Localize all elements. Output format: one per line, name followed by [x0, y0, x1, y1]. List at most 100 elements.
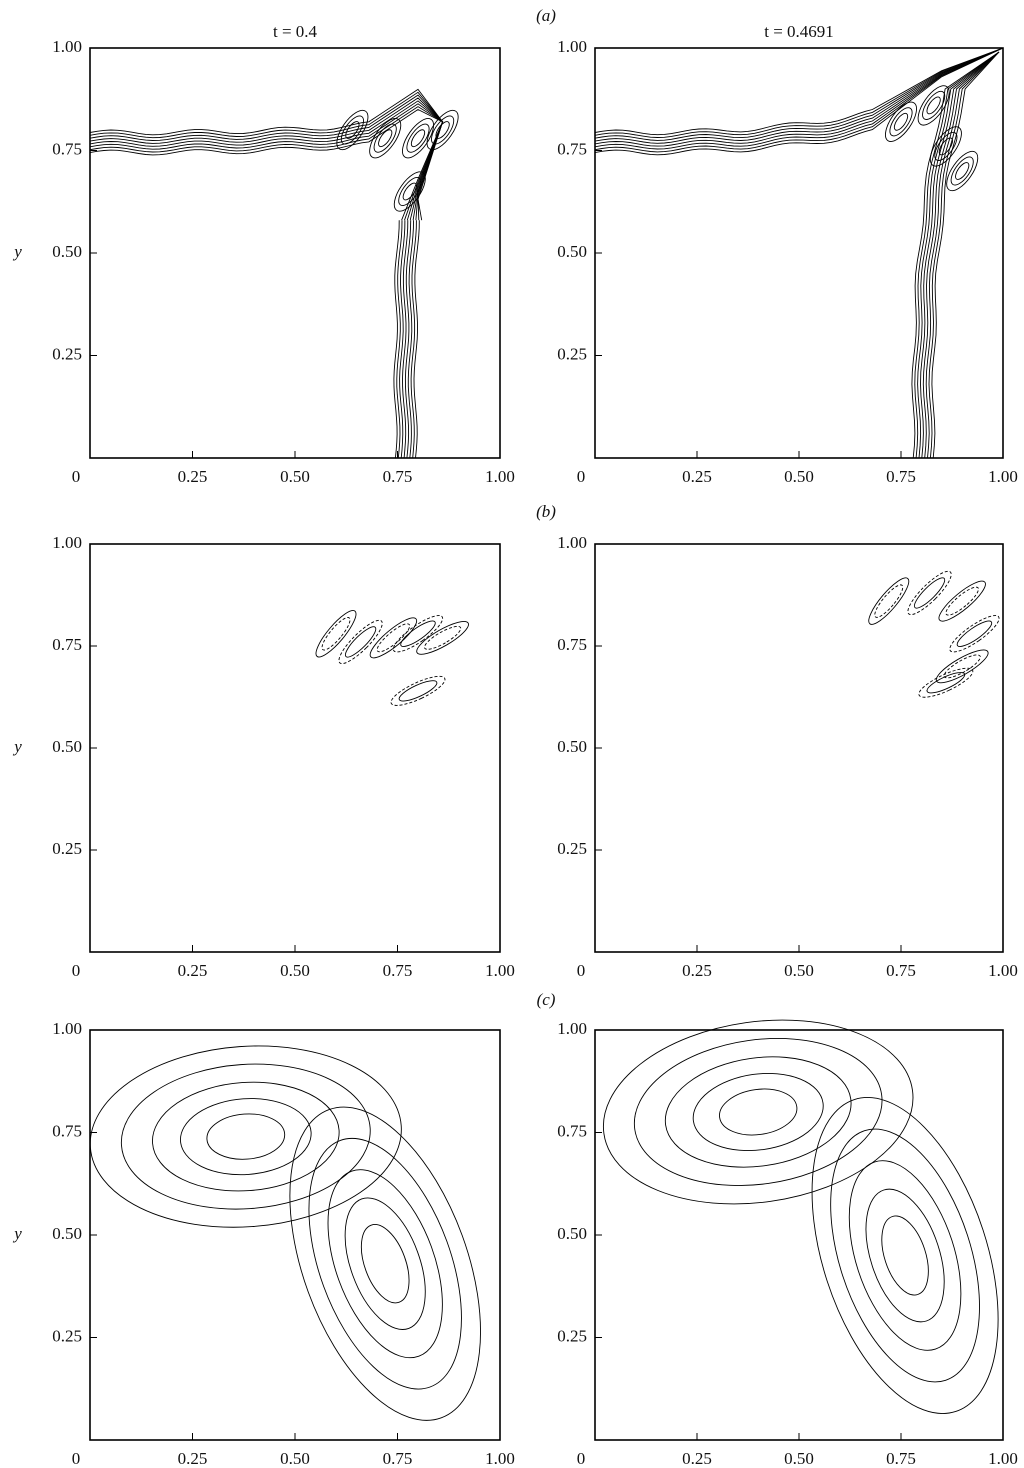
x-tick-label: 0 [577, 467, 586, 486]
y-tick-label: 0.50 [52, 242, 82, 261]
contour-line [945, 586, 979, 616]
contour-line [400, 620, 436, 647]
y-tick-label: 0.50 [52, 1224, 82, 1243]
y-tick-label: 0.75 [52, 139, 82, 158]
x-tick-label: 0.50 [784, 1449, 814, 1468]
contour-line [89, 88, 444, 221]
contour-line [410, 220, 417, 459]
contour-line [929, 126, 962, 167]
contour-line [594, 47, 1004, 138]
contour-line [338, 619, 383, 665]
contour-line [594, 47, 1004, 156]
contour-line [369, 118, 402, 159]
panel: 0 0.25 0.50 0.75 1.00 0.25 0.50 0.75 1.00 t = 0.4… [12, 22, 515, 486]
x-tick-label: 0 [72, 467, 81, 486]
contour-line [594, 47, 1004, 150]
y-tick-label: 0.50 [557, 737, 587, 756]
contour-line [594, 47, 1004, 144]
contours [89, 1045, 481, 1421]
contour-line [956, 620, 993, 647]
plot-frame [89, 1029, 501, 1441]
contour-line [378, 129, 393, 148]
y-tick-label: 0.25 [557, 1326, 587, 1345]
contour-line [315, 610, 357, 658]
contour-line [868, 577, 910, 625]
contour-line [830, 1128, 980, 1383]
contour-line [881, 1215, 929, 1296]
contour-line [406, 123, 430, 153]
contour-line [321, 617, 351, 651]
contour-line [369, 617, 418, 659]
x-tick-label: 0.75 [886, 467, 916, 486]
contour-line [602, 1019, 914, 1205]
y-tick-label: 0.25 [52, 344, 82, 363]
panel: 0 0.25 0.50 0.75 1.00 0.25 0.50 0.75 1.00 [557, 1019, 1018, 1468]
contours [602, 1019, 999, 1414]
panel-label: (b) [536, 502, 556, 521]
contour-line [946, 150, 979, 192]
contour-line [431, 115, 455, 145]
contour-line [950, 156, 974, 186]
contour-line [955, 162, 970, 180]
y-tick-label: 0.25 [557, 344, 587, 363]
y-tick-label: 0.50 [557, 242, 587, 261]
x-tick-label: 0.75 [886, 961, 916, 980]
contour-line [416, 621, 469, 655]
x-tick-label: 0.75 [383, 1449, 413, 1468]
panel: 0 0.25 0.50 0.75 1.00 0.25 0.50 0.75 1.00 y [12, 1019, 515, 1468]
contour-line [917, 85, 950, 126]
contour-line [594, 47, 1004, 153]
y-tick-label: 1.00 [52, 533, 82, 552]
contour-line [289, 1106, 481, 1421]
contour-line [89, 100, 444, 221]
contour-line [402, 182, 417, 201]
contour-line [398, 680, 438, 702]
contour-line [938, 137, 953, 156]
x-tick-label: 1.00 [485, 1449, 515, 1468]
panel: 0 0.25 0.50 0.75 1.00 0.25 0.50 0.75 1.00 y [12, 533, 515, 980]
contour-line [911, 51, 1000, 459]
contour-line [413, 220, 420, 459]
contour-line [925, 51, 1000, 459]
contour-line [907, 570, 952, 616]
contour-line [594, 47, 1004, 147]
contour-line [692, 1072, 824, 1152]
x-tick-label: 0.50 [280, 467, 310, 486]
x-tick-label: 0.25 [178, 961, 208, 980]
y-tick-label: 0.25 [52, 839, 82, 858]
contour-line [308, 1137, 462, 1390]
y-tick-label: 0.25 [52, 1326, 82, 1345]
x-tick-label: 0.25 [178, 467, 208, 486]
plot-frame [89, 543, 501, 953]
contour-line [410, 129, 426, 148]
contour-line [922, 51, 1000, 459]
contours [868, 570, 1000, 698]
contour-line [407, 220, 414, 459]
x-tick-label: 0.25 [682, 961, 712, 980]
panel-label: (c) [537, 990, 556, 1009]
contour-line [931, 51, 1000, 459]
y-tick-label: 0.75 [557, 1121, 587, 1140]
panel-title: t = 0.4 [273, 22, 318, 41]
contour-line [934, 131, 958, 161]
contour-line [390, 675, 446, 706]
contour-line [398, 176, 422, 207]
contour-line [336, 109, 369, 151]
x-tick-label: 0.50 [784, 961, 814, 980]
contour-line [89, 108, 444, 221]
contour-line [89, 97, 444, 221]
contour-line [327, 1169, 443, 1359]
x-tick-label: 0.75 [383, 467, 413, 486]
contour-line [922, 90, 946, 120]
contour-line [848, 1160, 962, 1351]
contour-line [120, 1063, 371, 1210]
contour-line [402, 220, 409, 459]
contour-line [935, 649, 989, 684]
contour-line [938, 580, 986, 622]
contour-line [949, 615, 1000, 653]
contour-line [920, 51, 1000, 459]
plot-frame [594, 543, 1004, 953]
x-tick-label: 1.00 [485, 467, 515, 486]
contour-line [928, 51, 1000, 459]
